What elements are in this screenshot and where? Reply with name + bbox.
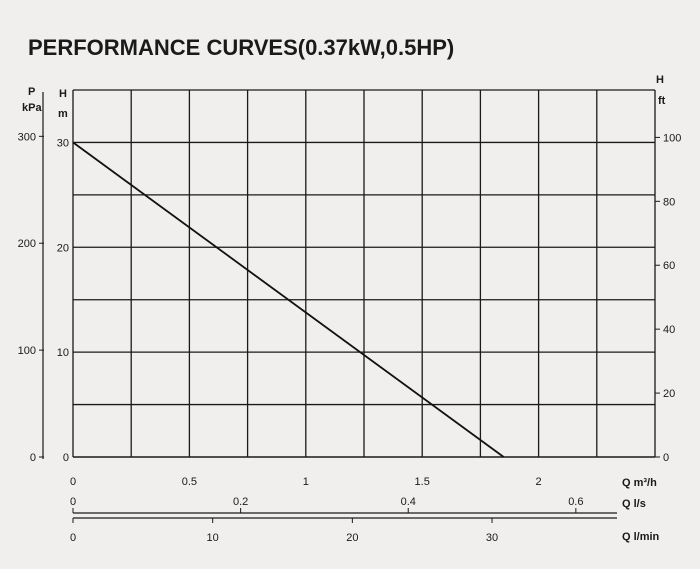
grid-lines [72,89,656,458]
head-ft-tick-label: 80 [663,196,675,208]
x-tick-label-m3h: 1 [303,476,309,488]
chart-title: PERFORMANCE CURVES(0.37kW,0.5HP) [28,35,454,60]
x-axis-label-lmin: Q l/min [622,531,660,543]
head-m-tick-label: 10 [57,347,69,359]
head-m-tick-label: 30 [57,137,69,149]
pressure-axis-label: P [28,86,35,98]
head-m-axis-label: H [59,88,67,100]
x-tick-label-m3h: 1.5 [415,476,430,488]
head-m-tick-label: 0 [63,452,69,464]
x-tick-label-m3h: 0.5 [182,476,197,488]
pressure-tick-label: 200 [18,238,36,250]
head-m-tick-label: 20 [57,242,69,254]
x-tick-label-lmin: 10 [207,532,219,544]
x-tick-label-ls: 0.4 [401,496,416,508]
head-ft-axis-label: H [656,74,664,86]
x-tick-label-ls: 0.2 [233,496,248,508]
pressure-axis-unit: kPa [22,102,42,114]
head-ft-tick-label: 100 [663,132,681,144]
x-tick-label-m3h: 0 [70,476,76,488]
x-tick-label-m3h: 2 [536,476,542,488]
x-axis-label-ls: Q l/s [622,498,646,510]
x-axis-label-m3h: Q m³/h [622,477,657,489]
pressure-tick-label: 0 [30,452,36,464]
head-ft-tick-label: 40 [663,324,675,336]
performance-curve [72,141,505,458]
x-tick-label-lmin: 0 [70,532,76,544]
pressure-tick-label: 100 [18,345,36,357]
head-ft-axis-unit: ft [658,95,666,107]
x-tick-label-lmin: 30 [486,532,498,544]
x-tick-label-lmin: 20 [346,532,358,544]
x-tick-label-ls: 0 [70,496,76,508]
pressure-tick-label: 300 [18,131,36,143]
performance-curve-line [72,141,505,458]
head-m-axis-unit: m [58,108,68,120]
head-ft-tick-label: 20 [663,388,675,400]
head-ft-tick-label: 60 [663,260,675,272]
x-tick-label-ls: 0.6 [568,496,583,508]
head-ft-tick-label: 0 [663,452,669,464]
